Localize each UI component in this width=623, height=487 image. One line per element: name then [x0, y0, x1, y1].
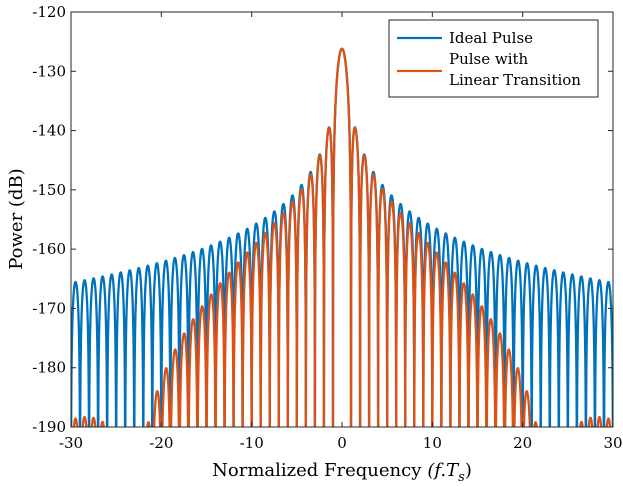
- y-tick-label: -190: [32, 418, 66, 436]
- y-axis: -120 -130 -140 -150 -160 -170 -180 -190: [32, 3, 613, 436]
- x-axis-title-math: (f.T: [427, 460, 460, 481]
- legend-label-ideal-pulse: Ideal Pulse: [449, 29, 533, 47]
- x-tick-label: -10: [240, 434, 264, 452]
- x-axis-title-text: Normalized Frequency: [212, 460, 422, 481]
- y-axis-title: Power (dB): [6, 168, 27, 269]
- y-tick-label: -120: [32, 3, 66, 21]
- x-tick-label: 30: [603, 434, 622, 452]
- series-line-pulse-with-linear-transition: [72, 47, 612, 427]
- x-axis-title: Normalized Frequency (f.Ts): [212, 460, 472, 485]
- y-tick-label: -130: [32, 62, 66, 80]
- y-tick-label: -160: [32, 240, 66, 258]
- x-axis-title-subscript: s: [458, 470, 465, 485]
- legend: Ideal Pulse Pulse with Linear Transition: [388, 19, 599, 98]
- legend-box: [388, 19, 599, 98]
- x-tick-label: -30: [59, 434, 83, 452]
- legend-label-pulse-with-linear-transition-line-2: Linear Transition: [449, 71, 581, 89]
- legend-label-pulse-with-linear-transition-line-1: Pulse with: [449, 50, 529, 68]
- x-tick-label: 20: [513, 434, 532, 452]
- x-tick-label: 10: [423, 434, 442, 452]
- x-axis: -30 -20 -10 0 10 20 30: [59, 12, 623, 452]
- x-axis-title-close: ): [465, 460, 472, 481]
- y-tick-label: -150: [32, 181, 66, 199]
- x-tick-label: -20: [149, 434, 173, 452]
- y-tick-label: -170: [32, 299, 66, 317]
- y-tick-label: -140: [32, 122, 66, 140]
- plot-series-group: [71, 47, 613, 427]
- x-tick-label: 0: [337, 434, 347, 452]
- y-tick-label: -180: [32, 359, 66, 377]
